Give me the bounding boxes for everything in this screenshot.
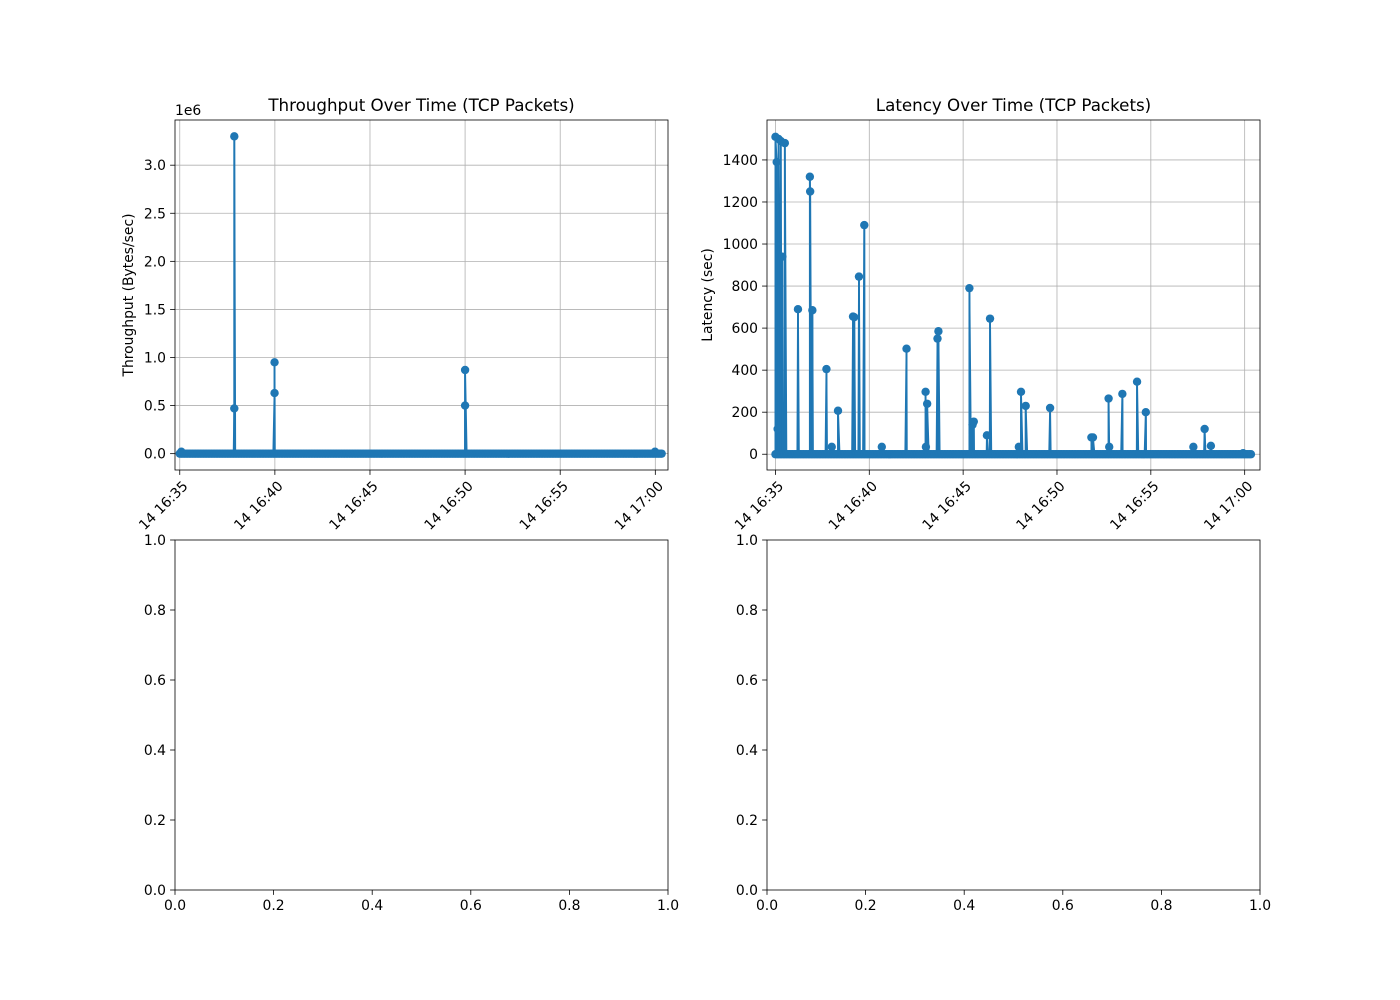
y-tick-label: 0.6 (736, 673, 758, 689)
y-tick-label: 3.0 (144, 158, 166, 174)
data-point (657, 449, 666, 458)
data-point (230, 132, 239, 141)
data-point (934, 327, 943, 336)
y-tick-label: 1.0 (144, 533, 166, 549)
data-point (808, 306, 817, 315)
data-point (822, 364, 831, 374)
y-tick-label: 2.0 (144, 254, 166, 270)
y-tick-label: 600 (731, 321, 758, 337)
y-tick-label: 0.5 (144, 399, 166, 415)
chart-title: Throughput Over Time (TCP Packets) (267, 95, 574, 115)
x-tick-label: 0.0 (756, 898, 778, 914)
data-point (1189, 442, 1198, 452)
y-axis-label: Latency (sec) (700, 248, 716, 342)
data-point (921, 387, 930, 396)
axes-frame (766, 539, 1261, 891)
data-point (460, 365, 470, 375)
y-tick-label: 0.4 (736, 743, 758, 759)
data-point (1246, 450, 1256, 459)
data-point (1132, 377, 1142, 386)
subplot-empty-1: 0.0 0.2 0.4 0.6 0.8 1.0 0.0 0.2 0.4 0.6 0.8 1.0 (144, 533, 679, 914)
data-point (460, 401, 470, 410)
x-tick-label: 0.4 (953, 898, 975, 914)
data-point (805, 187, 815, 196)
x-tick-label: 0.6 (1052, 898, 1074, 914)
y-tick-label: 0.8 (144, 603, 166, 619)
data-point (902, 344, 911, 353)
series-throughput (175, 132, 666, 458)
data-point (827, 442, 836, 452)
data-point (965, 283, 974, 293)
y-tick-label: 0 (749, 447, 758, 463)
data-point (850, 312, 859, 322)
y-tick-label: 0.4 (144, 743, 166, 759)
y-axis-label: Throughput (Bytes/sec) (121, 213, 137, 377)
data-point (1206, 441, 1216, 451)
x-tick-label: 0.2 (855, 898, 877, 914)
axes-frame (174, 539, 669, 891)
y-tick-label: 1000 (723, 237, 758, 253)
x-tick-label: 0.6 (460, 898, 482, 914)
x-tick-label: 0.2 (263, 898, 285, 914)
data-point (793, 304, 803, 314)
data-point (270, 388, 279, 398)
data-point (772, 157, 781, 167)
data-point (1118, 389, 1127, 399)
data-point (805, 172, 815, 181)
data-point (985, 314, 995, 323)
data-point (778, 252, 787, 261)
data-point (922, 399, 932, 408)
axes-frame (174, 119, 669, 471)
y-tick-label: 1.0 (736, 533, 758, 549)
data-point (1014, 442, 1024, 452)
data-point (230, 404, 239, 413)
data-point (877, 442, 886, 452)
data-point (969, 417, 978, 426)
data-point (833, 406, 843, 415)
data-point (1016, 387, 1026, 396)
data-point (1141, 407, 1151, 417)
data-point (982, 431, 992, 440)
data-point (933, 334, 942, 343)
y-tick-label: 200 (731, 405, 758, 421)
x-tick-label: 0.8 (1150, 898, 1172, 914)
data-point (270, 358, 279, 367)
data-point (1021, 401, 1030, 411)
data-point (1105, 442, 1114, 452)
x-tick-label: 1.0 (657, 898, 679, 914)
y-tick-label: 1200 (723, 195, 758, 211)
data-point (780, 138, 790, 148)
y-tick-label: 1.5 (144, 302, 166, 318)
y-tick-label: 0.8 (736, 603, 758, 619)
y-tick-label: 0.2 (144, 813, 166, 829)
y-tick-label: 2.5 (144, 206, 166, 222)
y-tick-label: 1400 (723, 153, 758, 169)
data-point (921, 442, 931, 452)
axes-frame (766, 119, 1261, 471)
x-tick-label: 1.0 (1249, 898, 1271, 914)
data-point (860, 220, 869, 230)
data-point (1104, 394, 1113, 403)
y-tick-label: 800 (731, 279, 758, 295)
x-tick-label: 0.4 (361, 898, 383, 914)
data-point (1200, 424, 1209, 434)
series-latency (771, 132, 1256, 459)
x-tick-label: 0.0 (164, 898, 186, 914)
y-tick-label: 0.2 (736, 813, 758, 829)
data-point (854, 272, 864, 281)
chart-title: Latency Over Time (TCP Packets) (876, 95, 1151, 115)
data-point (1045, 403, 1055, 413)
y-offset-text: 1e6 (175, 103, 201, 119)
data-point (1088, 433, 1098, 442)
y-tick-label: 0.0 (144, 447, 166, 463)
x-tick-label: 0.8 (558, 898, 580, 914)
data-point (773, 424, 782, 434)
y-tick-label: 400 (731, 363, 758, 379)
subplot-empty-2: 0.0 0.2 0.4 0.6 0.8 1.0 0.0 0.2 0.4 0.6 0.8 1.0 (736, 533, 1271, 914)
y-tick-label: 0.0 (144, 883, 166, 899)
y-tick-label: 0.0 (736, 883, 758, 899)
y-tick-label: 0.6 (144, 673, 166, 689)
y-tick-label: 1.0 (144, 351, 166, 367)
